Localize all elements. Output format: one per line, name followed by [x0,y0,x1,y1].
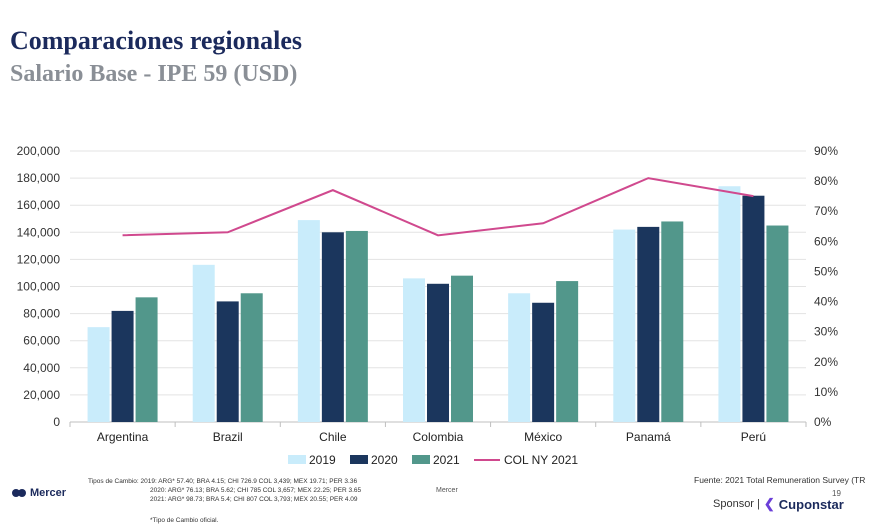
y-left-tick-label: 80,000 [23,307,60,321]
bar-2020 [532,302,555,422]
y-right-tick-label: 70% [814,204,838,218]
chart-line [122,177,754,237]
footnote: *Tipo de Cambio oficial. [150,517,219,524]
y-right-tick-label: 90% [814,144,838,158]
bar-2019 [192,264,215,422]
category-label: Perú [741,430,766,444]
bar-2021 [766,225,789,422]
legend-swatch [412,455,430,464]
y-right-tick-label: 30% [814,325,838,339]
sponsor-badge: Sponsor | ❮ Cuponstar [713,496,844,512]
category-label: Colombia [413,430,464,444]
bar-2021 [135,297,158,422]
source-note: Fuente: 2021 Total Remuneration Survey (… [694,475,866,485]
legend-swatch [288,455,306,464]
exchange-rates-note: Tipos de Cambio: 2019: ARG* 57.40; BRA 4… [88,477,361,504]
mercer-logo-icon [12,488,26,498]
bar-2020 [427,283,449,422]
bar-2021 [345,230,368,422]
bar-2020 [637,226,660,422]
y-right-tick-label: 50% [814,264,838,278]
cuponstar-icon: ❮ [763,496,775,511]
y-right-tick-label: 20% [814,355,838,369]
legend-label: COL NY 2021 [504,453,578,467]
y-left-tick-label: 60,000 [23,334,60,348]
legend-label: 2020 [371,453,398,467]
y-left-tick-label: 20,000 [23,388,60,402]
legend-swatch [350,455,368,464]
bar-2019 [403,278,425,422]
bar-2019 [718,186,741,422]
bar-2020 [742,195,765,422]
chart-grid [69,150,807,427]
exchange-rate-2020: 2020: ARG* 76.13; BRA 5.62; CHI 785 COL … [150,487,362,494]
chart-right-axis: 0% 10% 20% 30% 40% 50% 60% 70% 80% 90% [814,144,838,429]
page-number: 19 [832,489,841,498]
bar-2021 [240,293,263,422]
bar-2019 [613,229,636,422]
bar-line-chart: 0 20,000 40,000 60,000 80,000 100,000 120,000 1… [17,144,839,467]
legend-label: 2021 [433,453,460,467]
mercer-logo-text: Mercer [30,487,67,499]
bar-2020 [216,301,239,422]
exchange-rate-2019: Tipos de Cambio: 2019: ARG* 57.40; BRA 4… [88,478,358,485]
bar-2021 [451,275,473,422]
line-series [122,177,754,237]
sponsor-brand: Cuponstar [778,496,844,512]
bar-2019 [87,327,110,422]
bar-2020 [111,310,134,422]
y-left-tick-label: 120,000 [17,252,61,266]
page-subtitle: Salario Base - IPE 59 (USD) [10,61,298,87]
chart-left-axis: 0 20,000 40,000 60,000 80,000 100,000 120,000 1… [17,144,61,429]
y-left-tick-label: 140,000 [17,225,61,239]
footer-center-label: Mercer [436,487,458,494]
category-label: Brazil [213,430,243,444]
legend-label: 2019 [309,453,336,467]
category-label: Argentina [97,430,149,444]
bar-2019 [297,220,320,422]
chart-x-axis: Argentina Brazil Chile Colombia México Panamá… [97,430,766,444]
y-left-tick-label: 180,000 [17,171,61,185]
exchange-rate-2021: 2021: ARG* 98.73; BRA 5.4; CHI 807 COL 3… [150,496,358,503]
sponsor-label: Sponsor | [713,498,760,510]
bar-2019 [508,293,531,422]
y-left-tick-label: 40,000 [23,361,60,375]
mercer-logo: Mercer [12,487,66,499]
y-right-tick-label: 40% [814,295,838,309]
category-label: Chile [319,430,347,444]
y-right-tick-label: 80% [814,174,838,188]
y-left-tick-label: 160,000 [17,198,61,212]
chart-bars [87,186,789,422]
bar-2021 [556,281,579,422]
bar-2021 [661,221,684,422]
y-left-tick-label: 200,000 [17,144,61,158]
y-right-tick-label: 60% [814,234,838,248]
y-left-tick-label: 0 [53,415,60,429]
y-right-tick-label: 10% [814,385,838,399]
y-right-tick-label: 0% [814,415,832,429]
category-label: México [524,430,562,444]
page-title: Comparaciones regionales [10,26,302,55]
category-label: Panamá [626,430,671,444]
bar-2020 [321,232,344,422]
chart-legend: 2019 2020 2021 COL NY 2021 [288,453,578,467]
y-left-tick-label: 100,000 [17,280,61,294]
